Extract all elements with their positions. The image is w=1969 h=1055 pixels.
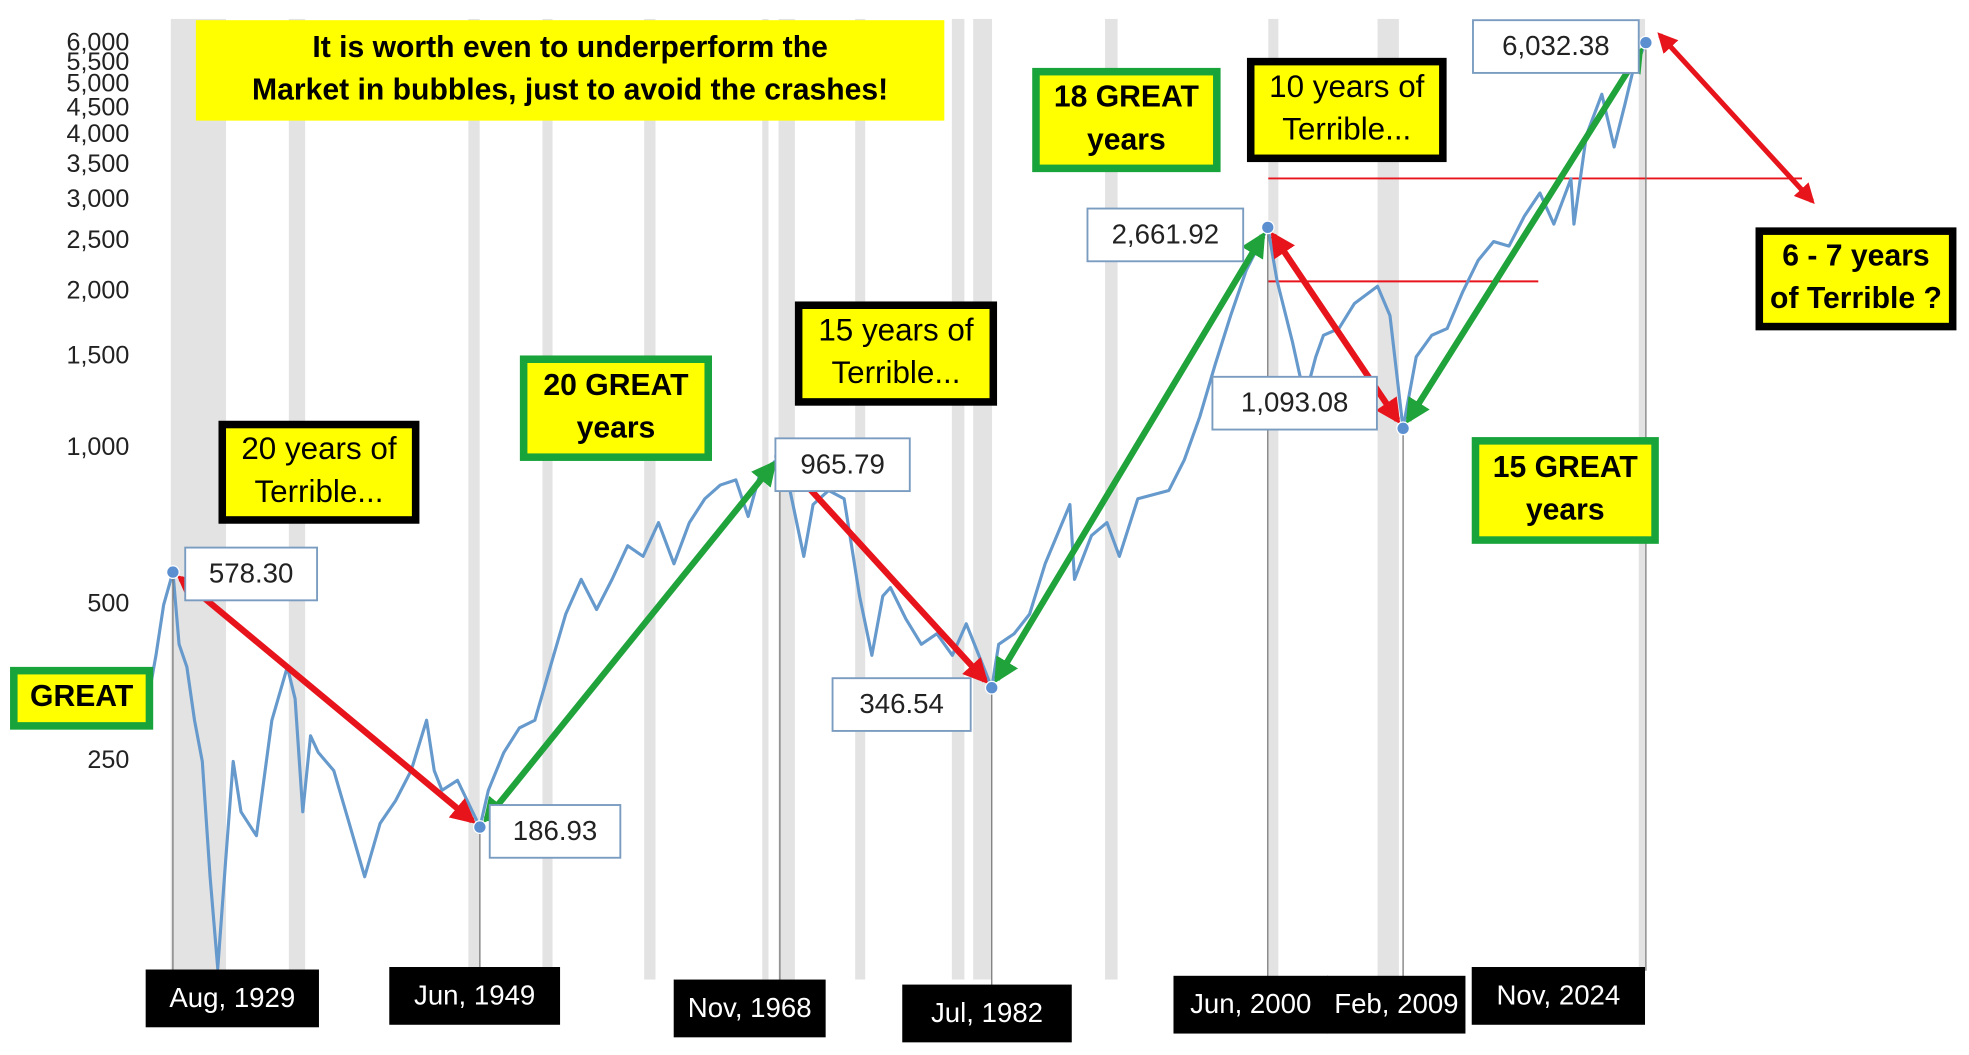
rise-arrow	[1405, 46, 1644, 425]
fall-arrow	[176, 575, 477, 824]
value-label: 6,032.38	[1502, 30, 1609, 61]
y-tick-label: 250	[87, 746, 129, 774]
annotation-text: It is worth even to underperform the	[312, 31, 828, 64]
annotation-text: 10 years of	[1269, 69, 1425, 104]
value-box	[831, 677, 972, 732]
value-box	[1086, 207, 1245, 263]
rise-arrow	[994, 231, 1266, 684]
y-tick-label: 500	[87, 590, 129, 618]
date-box	[1327, 975, 1466, 1034]
date-box	[145, 969, 319, 1028]
y-tick-label: 3,000	[66, 185, 129, 213]
annotation-box	[1246, 57, 1447, 163]
annotation-text: of Terrible ?	[1770, 282, 1942, 315]
y-tick-label: 1,500	[66, 342, 129, 370]
annotation-text: 20 GREAT	[543, 369, 689, 402]
value-label: 346.54	[859, 688, 943, 719]
annotation-box	[218, 420, 420, 524]
annotation-box	[1471, 437, 1659, 544]
date-label: Jul, 1982	[931, 997, 1043, 1028]
value-box	[488, 804, 622, 859]
value-box	[774, 437, 911, 493]
date-label: Feb, 2009	[1334, 988, 1458, 1019]
callout-point	[1396, 421, 1411, 436]
annotation-text: 18 GREAT	[1054, 81, 1200, 114]
annotation-text: years	[577, 412, 656, 445]
value-box	[184, 546, 319, 602]
callouts: 578.30 Aug, 1929 186.93 Jun, 1949 965.79 Nov,…	[145, 19, 1653, 1043]
arrows	[176, 46, 1644, 824]
annotation-text: Terrible...	[254, 474, 383, 509]
fall-arrow	[783, 459, 989, 685]
annotation-text: Market in bubbles, just to avoid the cra…	[252, 74, 888, 107]
y-tick-label: 5,500	[66, 48, 129, 76]
rise-arrow	[483, 460, 777, 824]
y-tick-label: 4,500	[66, 93, 129, 121]
annotation-text: years	[1526, 494, 1605, 527]
callout-point	[1638, 35, 1653, 50]
annotation-box	[519, 355, 713, 461]
annotation-text: GREAT	[30, 680, 134, 713]
y-tick-label: 3,500	[66, 150, 129, 178]
callout-point	[472, 820, 487, 834]
value-label: 1,093.08	[1241, 387, 1348, 418]
axis: 250 500 1,000 1,500 2,000 2,500 3,000 3,5004,00…	[66, 28, 129, 774]
date-box	[902, 984, 1072, 1043]
date-label: Nov, 1968	[688, 992, 812, 1023]
annotation-text: 15 GREAT	[1493, 451, 1639, 484]
callout-point	[166, 565, 180, 579]
y-tick-label: 5,000	[66, 70, 129, 98]
value-label: 186.93	[513, 815, 597, 846]
callout-point	[984, 680, 999, 695]
date-label: Nov, 2024	[1496, 979, 1620, 1010]
date-label: Jun, 2000	[1190, 988, 1311, 1019]
annotation-box	[195, 20, 945, 121]
date-label: Aug, 1929	[169, 982, 295, 1013]
annotation-text: Terrible...	[831, 355, 960, 390]
y-tick-label: 2,000	[66, 277, 129, 305]
value-box	[1211, 375, 1378, 431]
annotation-text: 20 years of	[241, 431, 397, 466]
annotation-text: 15 years of	[818, 313, 974, 348]
callout-point	[1260, 220, 1275, 235]
y-tick-label: 1,000	[66, 433, 129, 461]
date-label: Jun, 1949	[414, 979, 535, 1010]
annotation-text: Terrible...	[1282, 112, 1411, 147]
annotation-box	[1032, 67, 1221, 173]
y-tick-label: 4,000	[66, 120, 129, 148]
annotation-box	[10, 666, 154, 730]
annotation-box	[794, 301, 998, 406]
annotations: It is worth even to underperform the Mark…	[10, 20, 1957, 730]
date-box	[673, 979, 826, 1038]
annotation-text: 6 - 7 years	[1782, 239, 1929, 272]
value-label: 578.30	[209, 558, 293, 589]
y-tick-label: 2,500	[66, 226, 129, 254]
value-box	[1472, 19, 1640, 74]
date-box	[389, 967, 561, 1025]
value-label: 2,661.92	[1112, 218, 1219, 249]
date-box	[1471, 967, 1646, 1025]
annotation-box	[1755, 227, 1957, 331]
date-box	[1173, 975, 1328, 1034]
y-tick-label: 6,000	[66, 28, 129, 56]
annotation-text: years	[1087, 123, 1166, 156]
value-label: 965.79	[800, 448, 884, 479]
